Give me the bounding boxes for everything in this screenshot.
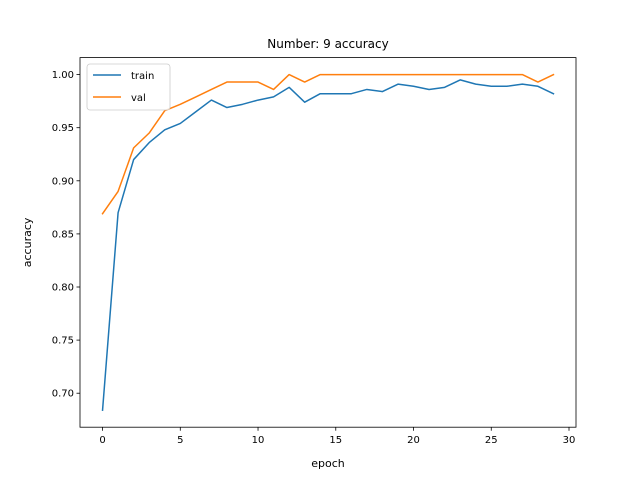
legend: train val — [86, 63, 171, 111]
legend-label-train: train — [131, 71, 154, 82]
series-lines — [101, 73, 555, 412]
legend-box — [86, 63, 171, 111]
y-tick-label: 0.85 — [52, 229, 74, 240]
y-tick-label: 0.80 — [52, 283, 74, 294]
y-tick-label: 0.90 — [52, 176, 74, 187]
axis-ticks: 0 5 10 15 20 25 30 0.70 0.75 0.80 0.85 0.90 0.95 1.00 — [52, 70, 576, 446]
x-tick-label: 25 — [485, 435, 498, 446]
x-tick-label: 0 — [99, 435, 105, 446]
series-line-val — [101, 73, 555, 215]
chart-title: Number: 9 accuracy — [267, 37, 388, 51]
x-tick-label: 15 — [329, 435, 342, 446]
plot-frame — [79, 57, 577, 428]
legend-label-val: val — [131, 93, 146, 104]
y-tick-label: 0.70 — [52, 389, 74, 400]
x-tick-label: 10 — [252, 435, 265, 446]
series-line-train — [101, 79, 555, 412]
x-tick-label: 30 — [563, 435, 576, 446]
x-axis-label: epoch — [311, 457, 345, 470]
y-tick-label: 1.00 — [52, 70, 74, 81]
x-tick-label: 20 — [407, 435, 420, 446]
y-tick-label: 0.75 — [52, 336, 74, 347]
y-tick-label: 0.95 — [52, 123, 74, 134]
y-axis-label: accuracy — [21, 217, 34, 267]
x-tick-label: 5 — [177, 435, 183, 446]
